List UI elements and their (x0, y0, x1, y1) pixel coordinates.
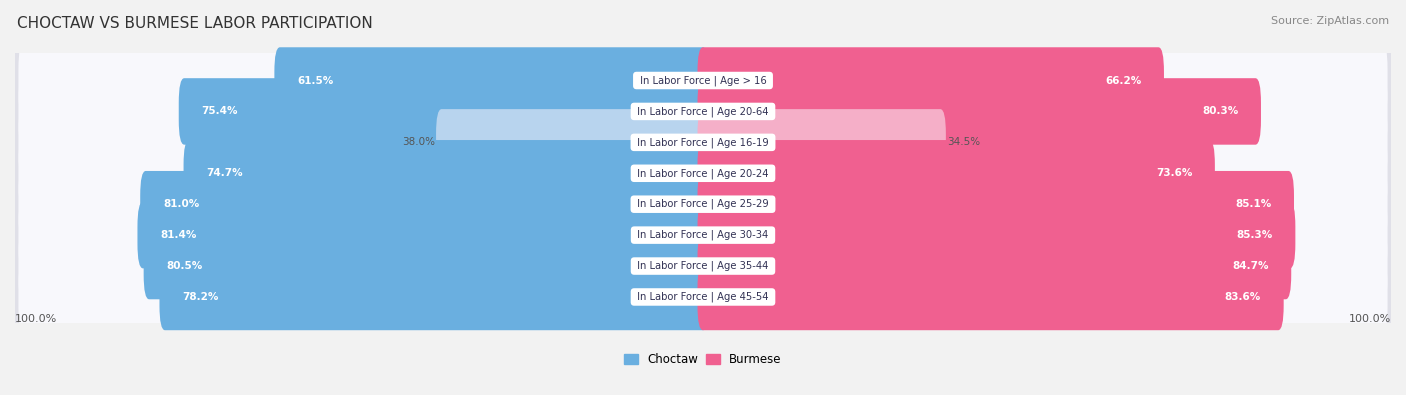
Text: 85.1%: 85.1% (1234, 199, 1271, 209)
FancyBboxPatch shape (18, 100, 1388, 184)
FancyBboxPatch shape (10, 217, 1396, 315)
FancyBboxPatch shape (697, 47, 1164, 114)
FancyBboxPatch shape (18, 193, 1388, 277)
Text: 85.3%: 85.3% (1236, 230, 1272, 240)
Text: In Labor Force | Age > 16: In Labor Force | Age > 16 (637, 75, 769, 86)
FancyBboxPatch shape (10, 31, 1396, 130)
Text: Source: ZipAtlas.com: Source: ZipAtlas.com (1271, 16, 1389, 26)
FancyBboxPatch shape (18, 132, 1388, 215)
Text: 100.0%: 100.0% (1348, 314, 1391, 324)
FancyBboxPatch shape (10, 155, 1396, 254)
Text: In Labor Force | Age 25-29: In Labor Force | Age 25-29 (634, 199, 772, 209)
FancyBboxPatch shape (18, 224, 1388, 308)
FancyBboxPatch shape (274, 47, 709, 114)
Text: 78.2%: 78.2% (183, 292, 218, 302)
FancyBboxPatch shape (143, 233, 709, 299)
FancyBboxPatch shape (697, 171, 1294, 237)
FancyBboxPatch shape (179, 78, 709, 145)
FancyBboxPatch shape (159, 264, 709, 330)
Text: 83.6%: 83.6% (1225, 292, 1261, 302)
Text: 84.7%: 84.7% (1232, 261, 1268, 271)
Legend: Choctaw, Burmese: Choctaw, Burmese (624, 353, 782, 366)
Text: In Labor Force | Age 30-34: In Labor Force | Age 30-34 (634, 230, 772, 241)
FancyBboxPatch shape (138, 202, 709, 268)
FancyBboxPatch shape (697, 140, 1215, 207)
FancyBboxPatch shape (141, 171, 709, 237)
FancyBboxPatch shape (697, 264, 1284, 330)
Text: 66.2%: 66.2% (1105, 75, 1142, 85)
FancyBboxPatch shape (10, 186, 1396, 284)
Text: 81.4%: 81.4% (160, 230, 197, 240)
Text: In Labor Force | Age 20-64: In Labor Force | Age 20-64 (634, 106, 772, 117)
Text: In Labor Force | Age 35-44: In Labor Force | Age 35-44 (634, 261, 772, 271)
FancyBboxPatch shape (436, 109, 709, 176)
FancyBboxPatch shape (697, 233, 1291, 299)
Text: 73.6%: 73.6% (1156, 168, 1192, 178)
Text: In Labor Force | Age 20-24: In Labor Force | Age 20-24 (634, 168, 772, 179)
FancyBboxPatch shape (10, 248, 1396, 346)
FancyBboxPatch shape (10, 62, 1396, 161)
FancyBboxPatch shape (18, 70, 1388, 153)
FancyBboxPatch shape (10, 93, 1396, 192)
FancyBboxPatch shape (18, 39, 1388, 122)
FancyBboxPatch shape (697, 202, 1295, 268)
FancyBboxPatch shape (697, 78, 1261, 145)
Text: 80.3%: 80.3% (1202, 106, 1239, 117)
Text: 75.4%: 75.4% (201, 106, 238, 117)
FancyBboxPatch shape (18, 162, 1388, 246)
Text: 61.5%: 61.5% (297, 75, 333, 85)
FancyBboxPatch shape (10, 124, 1396, 223)
Text: 81.0%: 81.0% (163, 199, 200, 209)
Text: 34.5%: 34.5% (948, 137, 980, 147)
Text: CHOCTAW VS BURMESE LABOR PARTICIPATION: CHOCTAW VS BURMESE LABOR PARTICIPATION (17, 16, 373, 31)
Text: 74.7%: 74.7% (207, 168, 243, 178)
Text: 38.0%: 38.0% (402, 137, 434, 147)
FancyBboxPatch shape (18, 255, 1388, 339)
Text: 80.5%: 80.5% (166, 261, 202, 271)
FancyBboxPatch shape (697, 109, 946, 176)
FancyBboxPatch shape (184, 140, 709, 207)
Text: In Labor Force | Age 45-54: In Labor Force | Age 45-54 (634, 292, 772, 302)
Text: 100.0%: 100.0% (15, 314, 58, 324)
Text: In Labor Force | Age 16-19: In Labor Force | Age 16-19 (634, 137, 772, 148)
